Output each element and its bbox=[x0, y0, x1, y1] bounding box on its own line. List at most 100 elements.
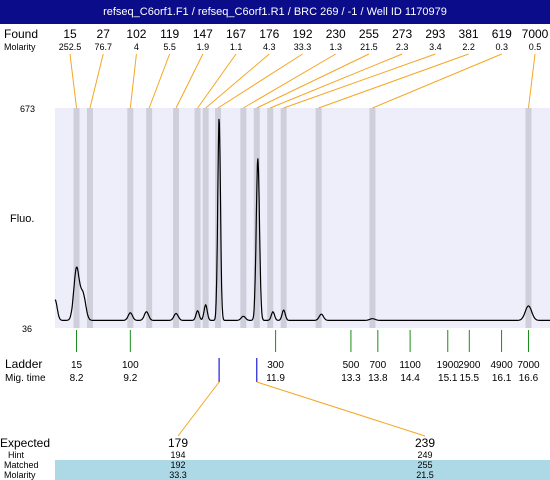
ladder-time-label: 9.2 bbox=[123, 373, 137, 384]
peak-band bbox=[86, 108, 93, 328]
found-size-label: 119 bbox=[160, 27, 179, 41]
matched-value: 192 bbox=[170, 460, 185, 470]
expected-value: 239 bbox=[415, 436, 435, 450]
ladder-size-label: 15 bbox=[71, 360, 83, 371]
found-size-label: 273 bbox=[392, 27, 412, 41]
found-size-label: 192 bbox=[292, 27, 312, 41]
mig-time-label: Mig. time bbox=[5, 373, 46, 384]
ladder-size-label: 1100 bbox=[399, 360, 421, 371]
ladder-size-label: 4900 bbox=[490, 360, 513, 371]
ladder-size-label: 7000 bbox=[517, 360, 540, 371]
peak-band bbox=[173, 108, 180, 328]
ladder-size-label: 100 bbox=[122, 360, 139, 371]
found-connector bbox=[527, 53, 536, 109]
peak-band bbox=[525, 108, 532, 328]
peak-band bbox=[280, 108, 287, 328]
found-molarity-label: 2.2 bbox=[462, 42, 475, 52]
found-connector bbox=[372, 53, 502, 109]
peak-band bbox=[202, 108, 209, 328]
ladder-time-label: 16.1 bbox=[492, 373, 512, 384]
found-size-label: 619 bbox=[492, 27, 512, 41]
molarity-value: 33.3 bbox=[169, 470, 187, 480]
found-molarity-label: 2.3 bbox=[396, 42, 409, 52]
ladder-label: Ladder bbox=[5, 357, 42, 371]
peak-band bbox=[194, 108, 201, 328]
found-molarity-label: 1.3 bbox=[329, 42, 342, 52]
found-size-label: 293 bbox=[425, 27, 445, 41]
found-connector bbox=[243, 53, 336, 109]
found-molarity-label: 1.9 bbox=[197, 42, 210, 52]
molarity-label: Molarity bbox=[4, 42, 36, 52]
peak-band bbox=[315, 108, 322, 328]
found-label: Found bbox=[4, 27, 38, 41]
found-connector bbox=[148, 53, 171, 109]
found-connector bbox=[129, 53, 137, 109]
ladder-time-label: 11.9 bbox=[266, 373, 285, 384]
found-size-label: 7000 bbox=[522, 27, 549, 41]
molarity-bottom-label: Molarity bbox=[4, 470, 36, 480]
ladder-size-label: 1900 bbox=[437, 360, 460, 371]
plot-area bbox=[55, 108, 550, 328]
hint-value: 249 bbox=[417, 450, 432, 460]
peak-band bbox=[267, 108, 274, 328]
ladder-time-label: 14.4 bbox=[400, 373, 420, 384]
found-molarity-label: 4.3 bbox=[263, 42, 276, 52]
peak-band bbox=[369, 108, 376, 328]
matched-label: Matched bbox=[4, 460, 39, 470]
ladder-time-label: 15.1 bbox=[438, 373, 458, 384]
ladder-time-label: 8.2 bbox=[70, 373, 84, 384]
ladder-size-label: 2900 bbox=[458, 360, 481, 371]
found-connector bbox=[205, 53, 270, 109]
found-size-label: 147 bbox=[193, 27, 213, 41]
expected-connector bbox=[177, 381, 220, 437]
ladder-size-label: 300 bbox=[267, 360, 284, 371]
found-size-label: 230 bbox=[326, 27, 346, 41]
ladder-time-label: 13.8 bbox=[368, 373, 388, 384]
found-molarity-label: 21.5 bbox=[360, 42, 378, 52]
expected-value: 179 bbox=[168, 436, 188, 450]
found-connector bbox=[197, 53, 237, 109]
found-size-label: 176 bbox=[259, 27, 279, 41]
expected-label: Expected bbox=[0, 436, 50, 450]
ladder-size-label: 500 bbox=[343, 360, 360, 371]
found-molarity-label: 1.1 bbox=[230, 42, 243, 52]
found-molarity-label: 0.5 bbox=[529, 42, 542, 52]
found-size-label: 15 bbox=[63, 27, 77, 41]
peak-band bbox=[146, 108, 153, 328]
found-molarity-label: 252.5 bbox=[59, 42, 82, 52]
found-molarity-label: 0.3 bbox=[496, 42, 509, 52]
ladder-time-label: 16.6 bbox=[519, 373, 539, 384]
found-molarity-label: 5.5 bbox=[163, 42, 176, 52]
y-tick-label: 673 bbox=[20, 104, 35, 114]
matched-value: 255 bbox=[417, 460, 432, 470]
found-molarity-label: 33.3 bbox=[294, 42, 312, 52]
found-connector bbox=[270, 53, 403, 109]
y-tick-label: 36 bbox=[22, 324, 32, 334]
found-connector bbox=[256, 53, 370, 109]
peak-band bbox=[73, 108, 80, 328]
table-highlight bbox=[55, 460, 550, 480]
peak-band bbox=[127, 108, 134, 328]
found-molarity-label: 76.7 bbox=[94, 42, 112, 52]
hint-value: 194 bbox=[170, 450, 185, 460]
found-molarity-label: 4 bbox=[134, 42, 139, 52]
ladder-size-label: 700 bbox=[369, 360, 386, 371]
found-size-label: 27 bbox=[97, 27, 111, 41]
found-molarity-label: 3.4 bbox=[429, 42, 442, 52]
hint-label: Hint bbox=[8, 450, 25, 460]
expected-connector bbox=[256, 381, 426, 437]
peak-band bbox=[240, 108, 247, 328]
found-connector bbox=[283, 53, 436, 109]
found-size-label: 102 bbox=[126, 27, 146, 41]
found-connector bbox=[69, 53, 78, 109]
found-connector bbox=[318, 53, 469, 109]
found-connector bbox=[175, 53, 204, 109]
found-size-label: 255 bbox=[359, 27, 379, 41]
trace-line bbox=[54, 118, 550, 321]
ladder-time-label: 13.3 bbox=[341, 373, 361, 384]
found-connector bbox=[89, 53, 104, 109]
fluo-label: Fluo. bbox=[10, 213, 34, 225]
found-connector bbox=[217, 53, 303, 109]
